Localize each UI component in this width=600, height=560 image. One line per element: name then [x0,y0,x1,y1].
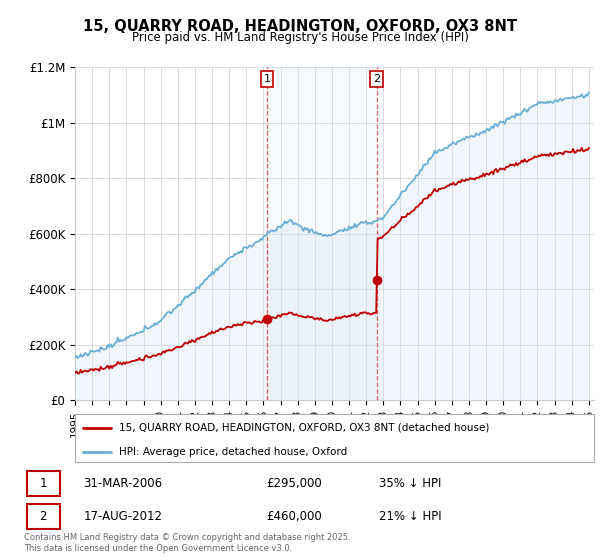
Text: Contains HM Land Registry data © Crown copyright and database right 2025.
This d: Contains HM Land Registry data © Crown c… [24,533,350,553]
Text: 15, QUARRY ROAD, HEADINGTON, OXFORD, OX3 8NT (detached house): 15, QUARRY ROAD, HEADINGTON, OXFORD, OX3… [119,423,490,433]
Text: 17-AUG-2012: 17-AUG-2012 [83,510,162,523]
Text: 1: 1 [40,477,47,490]
FancyBboxPatch shape [27,471,59,496]
Text: 2: 2 [40,510,47,523]
Text: 35% ↓ HPI: 35% ↓ HPI [379,477,442,490]
Text: £295,000: £295,000 [266,477,322,490]
Text: 1: 1 [263,74,271,84]
Text: Price paid vs. HM Land Registry's House Price Index (HPI): Price paid vs. HM Land Registry's House … [131,31,469,44]
Text: 21% ↓ HPI: 21% ↓ HPI [379,510,442,523]
Text: 2: 2 [373,74,380,84]
FancyBboxPatch shape [27,504,59,529]
Text: £460,000: £460,000 [266,510,322,523]
Text: 31-MAR-2006: 31-MAR-2006 [83,477,163,490]
Text: 15, QUARRY ROAD, HEADINGTON, OXFORD, OX3 8NT: 15, QUARRY ROAD, HEADINGTON, OXFORD, OX3… [83,19,517,34]
Bar [267,67,377,400]
Text: HPI: Average price, detached house, Oxford: HPI: Average price, detached house, Oxfo… [119,446,347,456]
